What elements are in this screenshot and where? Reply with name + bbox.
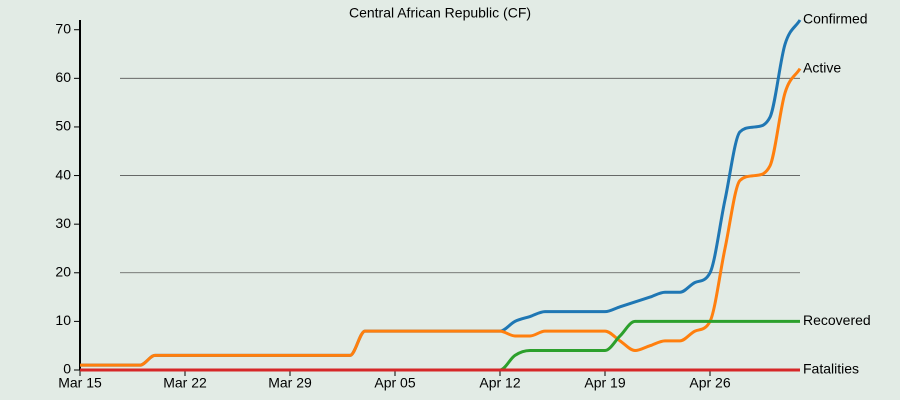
y-tick-label: 10 (55, 312, 71, 328)
series-label: Confirmed (803, 11, 868, 27)
x-tick-label: Apr 05 (374, 375, 415, 391)
x-tick-label: Apr 12 (479, 375, 520, 391)
y-tick-label: 40 (55, 166, 71, 182)
y-tick-label: 70 (55, 20, 71, 36)
y-tick-label: 50 (55, 118, 71, 134)
y-tick-label: 20 (55, 263, 71, 279)
x-tick-label: Mar 22 (163, 375, 207, 391)
x-tick-label: Mar 15 (58, 375, 102, 391)
y-tick-label: 30 (55, 215, 71, 231)
series-line (80, 67, 802, 367)
y-tick-label: 60 (55, 69, 71, 85)
x-tick-label: Apr 26 (689, 375, 730, 391)
x-tick-label: Mar 29 (268, 375, 312, 391)
series-label: Fatalities (803, 361, 859, 377)
series-label: Recovered (803, 312, 871, 328)
x-tick-label: Apr 19 (584, 375, 625, 391)
chart-title: Central African Republic (CF) (349, 5, 531, 21)
y-tick-label: 0 (63, 361, 71, 377)
series-label: Active (803, 59, 841, 75)
